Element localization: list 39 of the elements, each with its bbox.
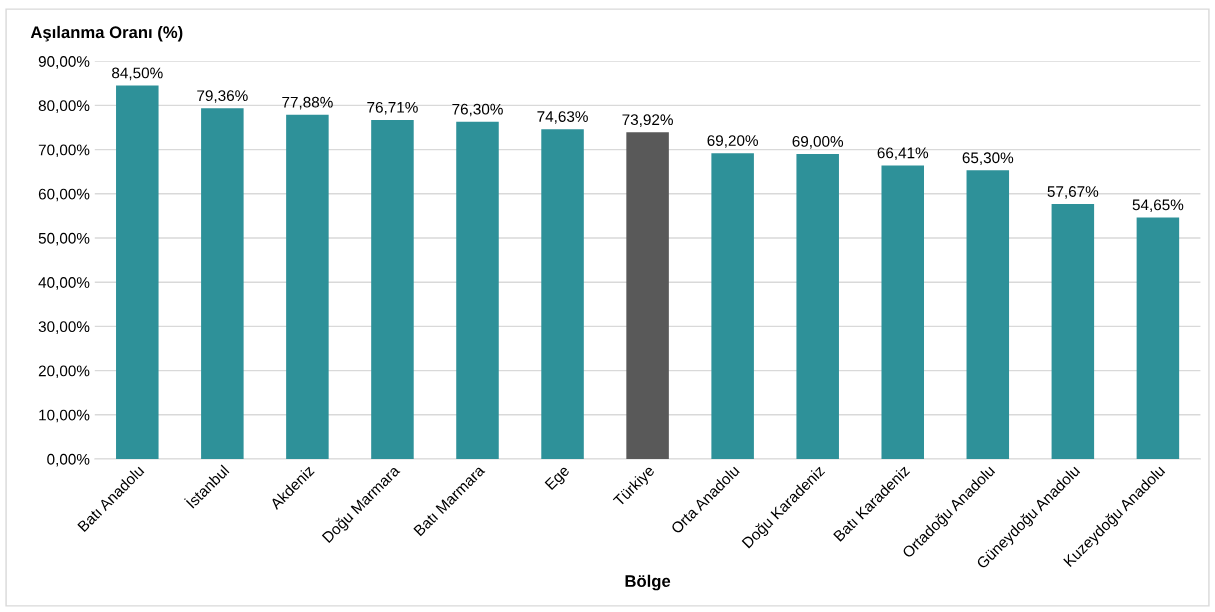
bar (1136, 217, 1180, 459)
y-tick-label: 90,00% (38, 56, 90, 69)
y-tick-label: 60,00% (38, 188, 90, 202)
x-axis-title: Bölge (625, 574, 671, 591)
y-tick-label: 70,00% (38, 144, 90, 158)
bar (286, 114, 329, 459)
bar (881, 165, 925, 459)
data-label: 66,41% (877, 147, 929, 161)
bar (116, 85, 159, 459)
y-tick-label: 80,00% (38, 100, 90, 113)
data-label: 84,50% (112, 67, 163, 81)
bar (796, 154, 839, 459)
y-tick-label: 0,00% (47, 453, 90, 467)
data-label: 76,71% (367, 101, 418, 115)
data-label: 79,36% (197, 90, 248, 103)
data-label: 74,63% (537, 111, 588, 124)
bar (201, 108, 244, 459)
y-tick-label: 50,00% (38, 232, 90, 246)
data-label: 77,88% (282, 96, 333, 110)
x-tick-label: Ege (544, 464, 573, 493)
y-tick-label: 20,00% (38, 365, 90, 379)
data-label: 57,67% (1047, 186, 1099, 199)
bar (456, 121, 499, 459)
data-label: 73,92% (622, 114, 673, 127)
bar (711, 153, 754, 459)
data-label: 54,65% (1132, 199, 1184, 213)
data-label: 65,30% (962, 152, 1014, 165)
bar (626, 132, 669, 459)
y-tick-label: 30,00% (38, 321, 90, 334)
bar (371, 119, 414, 459)
data-label: 76,30% (452, 103, 503, 117)
y-tick-label: 40,00% (38, 277, 90, 290)
data-label: 69,20% (707, 135, 759, 148)
y-axis-title: Aşılanma Oranı (%) (30, 25, 183, 42)
bar (966, 170, 1010, 459)
bar (541, 129, 584, 459)
y-tick-label: 10,00% (39, 409, 90, 423)
data-label: 69,00% (792, 136, 844, 149)
bar (1051, 204, 1095, 459)
